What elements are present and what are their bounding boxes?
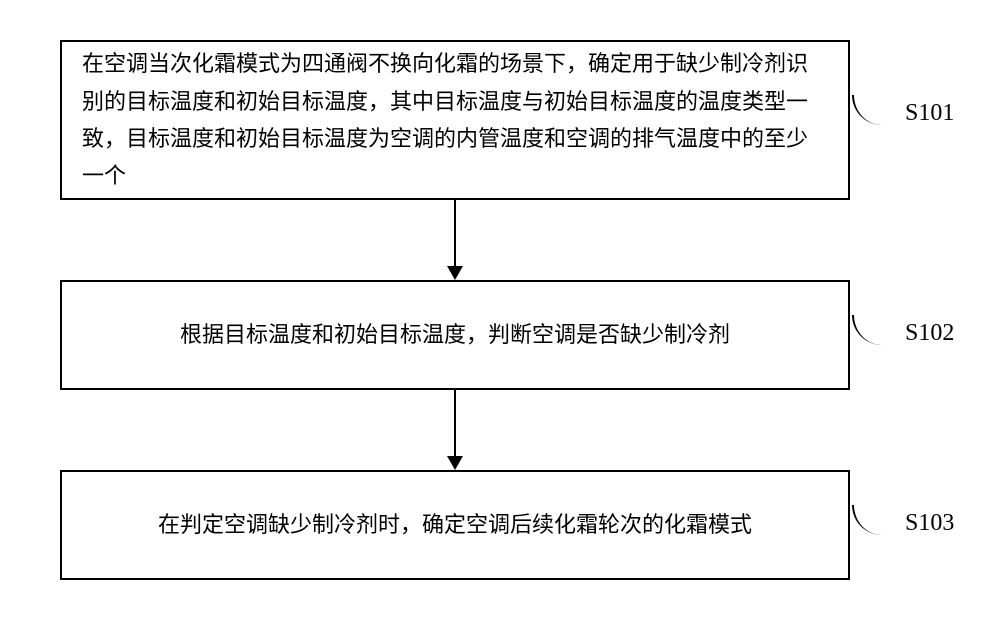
label-connector-s103 [852,505,902,535]
flow-step-s103: 在判定空调缺少制冷剂时，确定空调后续化霜轮次的化霜模式 [60,470,850,580]
step-label-s102: S102 [905,320,954,347]
flow-step-text: 在判定空调缺少制冷剂时，确定空调后续化霜轮次的化霜模式 [158,506,752,543]
flow-step-text: 在空调当次化霜模式为四通阀不换向化霜的场景下，确定用于缺少制冷剂识别的目标温度和… [82,45,828,195]
flow-step-text: 根据目标温度和初始目标温度，判断空调是否缺少制冷剂 [180,316,730,353]
flowchart-container: 在空调当次化霜模式为四通阀不换向化霜的场景下，确定用于缺少制冷剂识别的目标温度和… [0,0,1000,640]
label-connector-s102 [852,315,902,345]
flow-step-s102: 根据目标温度和初始目标温度，判断空调是否缺少制冷剂 [60,280,850,390]
arrow-head-icon [447,456,463,470]
arrow-line [454,200,456,266]
step-label-s101: S101 [905,100,954,127]
arrow-line [454,390,456,456]
label-connector-s101 [852,95,902,125]
flow-step-s101: 在空调当次化霜模式为四通阀不换向化霜的场景下，确定用于缺少制冷剂识别的目标温度和… [60,40,850,200]
step-label-s103: S103 [905,510,954,537]
arrow-head-icon [447,266,463,280]
